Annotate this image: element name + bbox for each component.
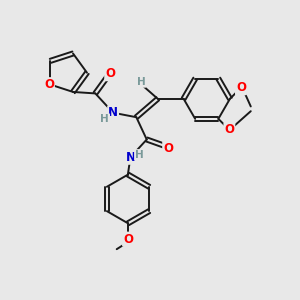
Text: O: O [123,232,133,246]
Text: O: O [236,81,246,94]
Text: O: O [163,142,173,155]
Text: H: H [137,77,146,87]
Text: O: O [44,78,54,91]
Text: H: H [100,114,109,124]
Text: N: N [125,151,135,164]
Text: O: O [105,67,115,80]
Text: N: N [108,106,118,119]
Text: H: H [135,150,144,160]
Text: O: O [224,123,234,136]
